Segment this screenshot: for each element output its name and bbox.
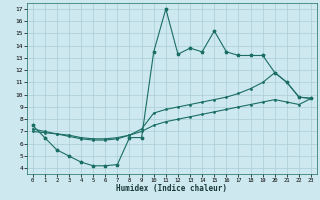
X-axis label: Humidex (Indice chaleur): Humidex (Indice chaleur) xyxy=(116,184,228,193)
